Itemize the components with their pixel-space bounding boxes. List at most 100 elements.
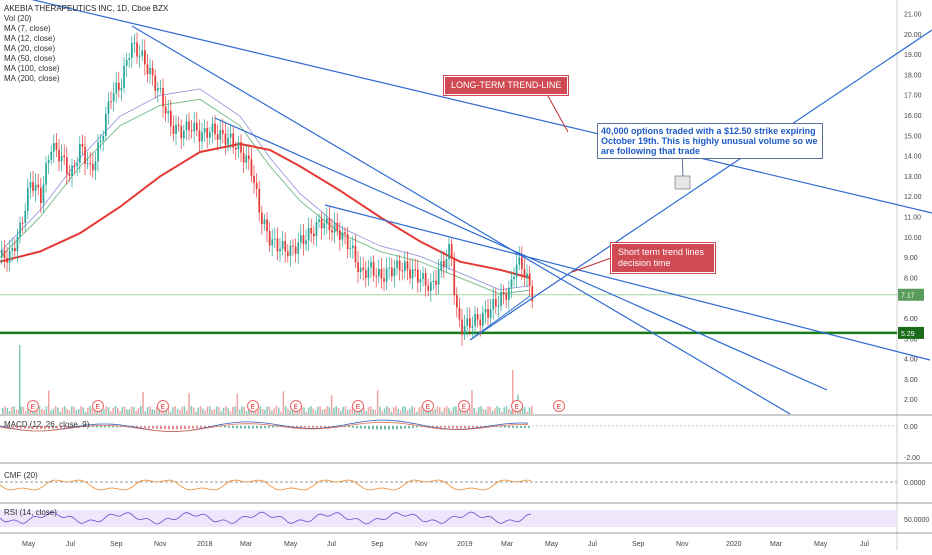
volume-bar <box>2 407 4 414</box>
candle-body <box>289 245 292 257</box>
volume-bar <box>333 407 335 414</box>
volume-bar <box>508 408 510 414</box>
candle-body <box>190 130 193 132</box>
candle-body <box>6 258 8 263</box>
macd-histogram-bar <box>276 426 278 428</box>
volume-bar <box>89 406 91 414</box>
x-tick-label: 2020 <box>726 541 742 548</box>
candle-body <box>21 222 24 224</box>
short-term-trendline-callout[interactable]: Short term trend lines decision time <box>611 243 715 273</box>
earnings-marker-label: E <box>251 404 256 411</box>
candle-body <box>8 250 11 263</box>
macd-histogram-bar <box>236 426 238 429</box>
x-tick-label: Nov <box>154 541 167 548</box>
candle-body <box>128 58 131 60</box>
volume-bar <box>199 406 202 414</box>
volume-bar <box>107 407 110 414</box>
volume-bar <box>213 409 216 414</box>
candle-body <box>60 155 63 162</box>
candle-body <box>294 246 297 254</box>
volume-bar <box>487 406 489 414</box>
candle-body <box>242 152 245 163</box>
candle-body <box>432 280 435 283</box>
volume-bar <box>218 407 220 414</box>
candle-body <box>443 261 445 268</box>
trend-line <box>31 0 932 214</box>
candle-body <box>97 142 99 162</box>
volume-bar <box>266 406 268 414</box>
volume-bar <box>397 408 400 414</box>
volume-bar <box>137 408 140 414</box>
candle-body <box>398 260 401 271</box>
candle-body <box>287 251 289 257</box>
cmf-pane-label: CMF (20) <box>4 471 38 480</box>
volume-bar <box>61 407 64 414</box>
candle-body <box>497 305 500 307</box>
trend-line <box>469 29 932 341</box>
candle-body <box>175 124 177 134</box>
volume-bar <box>110 411 112 414</box>
volume-bar <box>452 406 455 414</box>
candle-body <box>274 238 276 240</box>
candle-body <box>81 143 84 147</box>
trend-line <box>324 204 931 361</box>
candle-body <box>16 236 19 252</box>
volume-bar <box>298 408 301 414</box>
volume-bar <box>312 408 314 414</box>
volume-bar <box>192 407 195 414</box>
volume-bar <box>441 411 443 414</box>
candle-body <box>331 230 333 233</box>
candle-body <box>203 127 206 133</box>
volume-bar <box>303 407 305 414</box>
macd-histogram-bar <box>88 426 90 428</box>
earnings-marker-label: E <box>426 404 431 411</box>
candle-body <box>427 285 430 291</box>
candle-body <box>393 268 396 277</box>
macd-histogram-bar <box>360 426 362 429</box>
candle-body <box>502 291 505 294</box>
macd-histogram-bar <box>260 426 262 429</box>
volume-bar <box>94 410 96 414</box>
volume-bar <box>459 409 462 414</box>
volume-bar <box>36 407 38 414</box>
long-term-trendline-callout[interactable]: LONG-TERM TREND-LINE <box>444 76 569 95</box>
volume-bar <box>27 408 29 414</box>
candle-body <box>307 228 310 241</box>
candle-body <box>276 238 279 252</box>
x-tick-label: Sep <box>371 541 384 548</box>
candle-body <box>380 268 383 279</box>
y-tick-label: 13.00 <box>904 174 922 181</box>
volume-bar <box>238 409 241 414</box>
macd-histogram-bar <box>44 426 46 429</box>
macd-histogram-bar <box>36 426 38 429</box>
macd-histogram-bar <box>80 426 82 427</box>
candle-body <box>253 176 255 183</box>
options-note-callout[interactable]: 40,000 options traded with a $12.50 stri… <box>597 123 823 159</box>
macd-histogram-bar <box>220 426 222 428</box>
candle-body <box>437 270 440 285</box>
volume-bar <box>471 390 473 414</box>
candle-body <box>73 165 76 167</box>
candle-body <box>214 123 216 135</box>
candle-body <box>492 298 495 310</box>
rsi-band <box>0 510 897 527</box>
volume-bar <box>38 406 41 414</box>
volume-bar <box>349 409 351 414</box>
macd-histogram-bar <box>512 426 514 428</box>
volume-bar <box>365 411 367 414</box>
volume-bar <box>363 407 365 414</box>
earnings-marker <box>511 400 523 412</box>
y-tick-label: 19.00 <box>904 52 922 59</box>
x-tick-label: May <box>814 541 828 548</box>
last-price-badge <box>898 288 924 301</box>
volume-bar <box>524 407 526 414</box>
candle-body <box>313 233 315 237</box>
volume-bar <box>393 407 395 414</box>
candle-body <box>138 55 141 57</box>
candle-body <box>255 182 258 189</box>
volume-bar <box>22 406 25 414</box>
volume-bar <box>123 406 126 414</box>
candle-body <box>32 181 34 191</box>
candle-body <box>367 267 370 278</box>
